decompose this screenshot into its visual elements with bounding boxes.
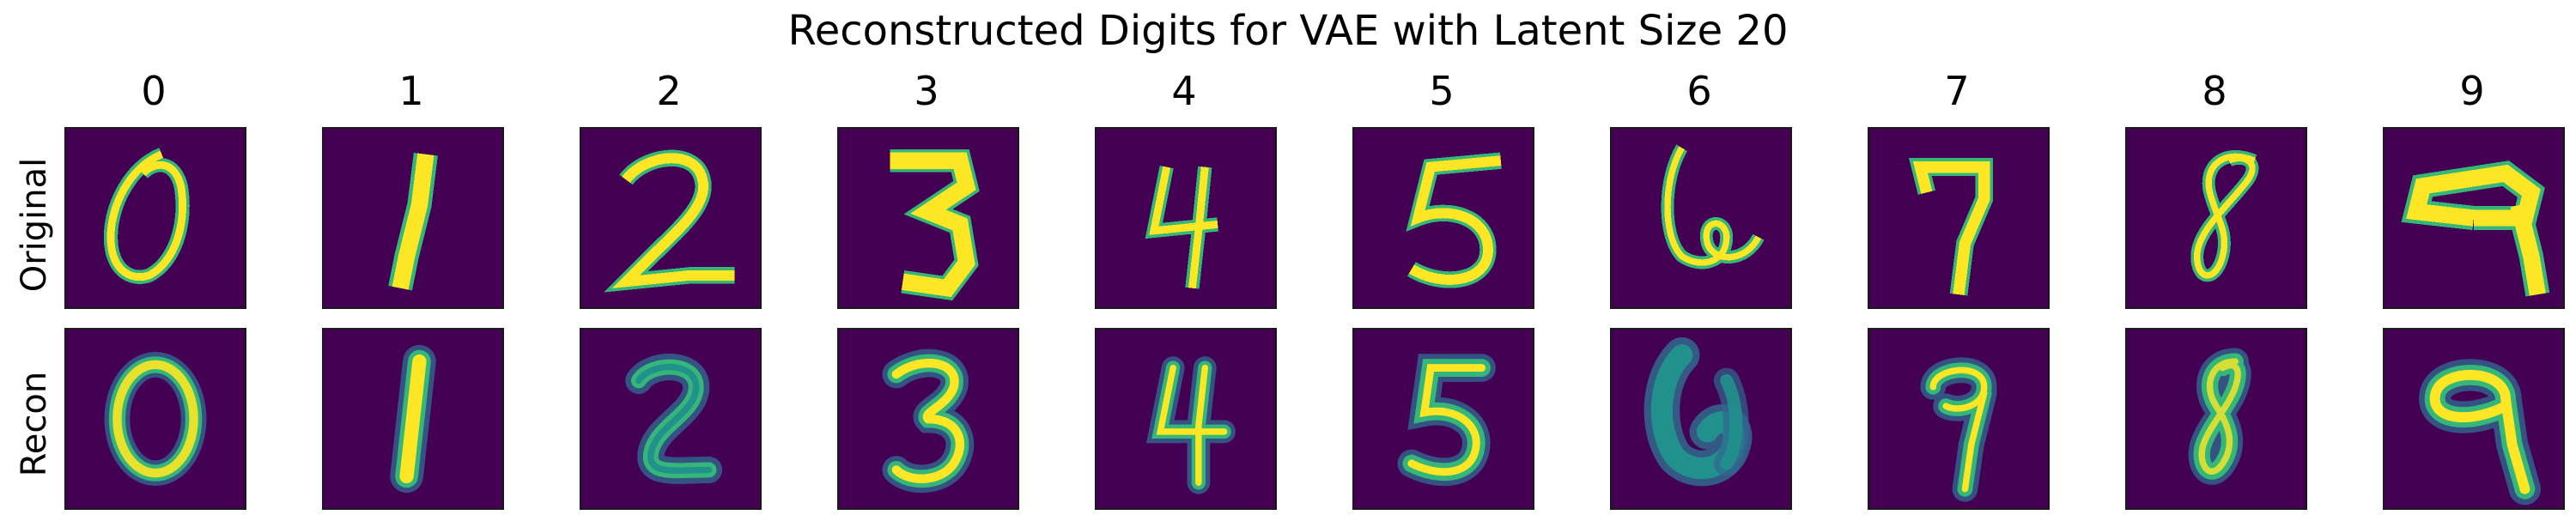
original-digit-2 — [580, 127, 762, 309]
recon-digit-5 — [1352, 328, 1534, 510]
original-digit-6 — [1610, 127, 1792, 309]
original-digit-1 — [322, 127, 504, 309]
figure-title: Reconstructed Digits for VAE with Latent… — [787, 7, 1789, 55]
column-label-5: 5 — [1429, 68, 1455, 114]
column-label-4: 4 — [1171, 68, 1197, 114]
recon-digit-0 — [64, 328, 246, 510]
row-label-original: Original — [15, 157, 54, 293]
recon-digit-2 — [580, 328, 762, 510]
column-label-6: 6 — [1686, 68, 1712, 114]
recon-digit-6 — [1610, 328, 1792, 510]
original-digit-9 — [2383, 127, 2565, 309]
original-digit-5 — [1352, 127, 1534, 309]
row-label-recon: Recon — [15, 371, 54, 477]
original-digit-8 — [2125, 127, 2307, 309]
column-label-2: 2 — [656, 68, 682, 114]
recon-digit-4 — [1095, 328, 1277, 510]
column-label-7: 7 — [1944, 68, 1970, 114]
recon-digit-1 — [322, 328, 504, 510]
column-label-8: 8 — [2202, 68, 2227, 114]
recon-digit-3 — [837, 328, 1019, 510]
recon-digit-7 — [1868, 328, 2050, 510]
original-digit-4 — [1095, 127, 1277, 309]
column-label-0: 0 — [141, 68, 167, 114]
original-digit-3 — [837, 127, 1019, 309]
column-label-3: 3 — [914, 68, 939, 114]
column-label-1: 1 — [398, 68, 424, 114]
original-digit-7 — [1868, 127, 2050, 309]
column-label-9: 9 — [2459, 68, 2485, 114]
recon-digit-9 — [2383, 328, 2565, 510]
original-digit-0 — [64, 127, 246, 309]
recon-digit-8 — [2125, 328, 2307, 510]
